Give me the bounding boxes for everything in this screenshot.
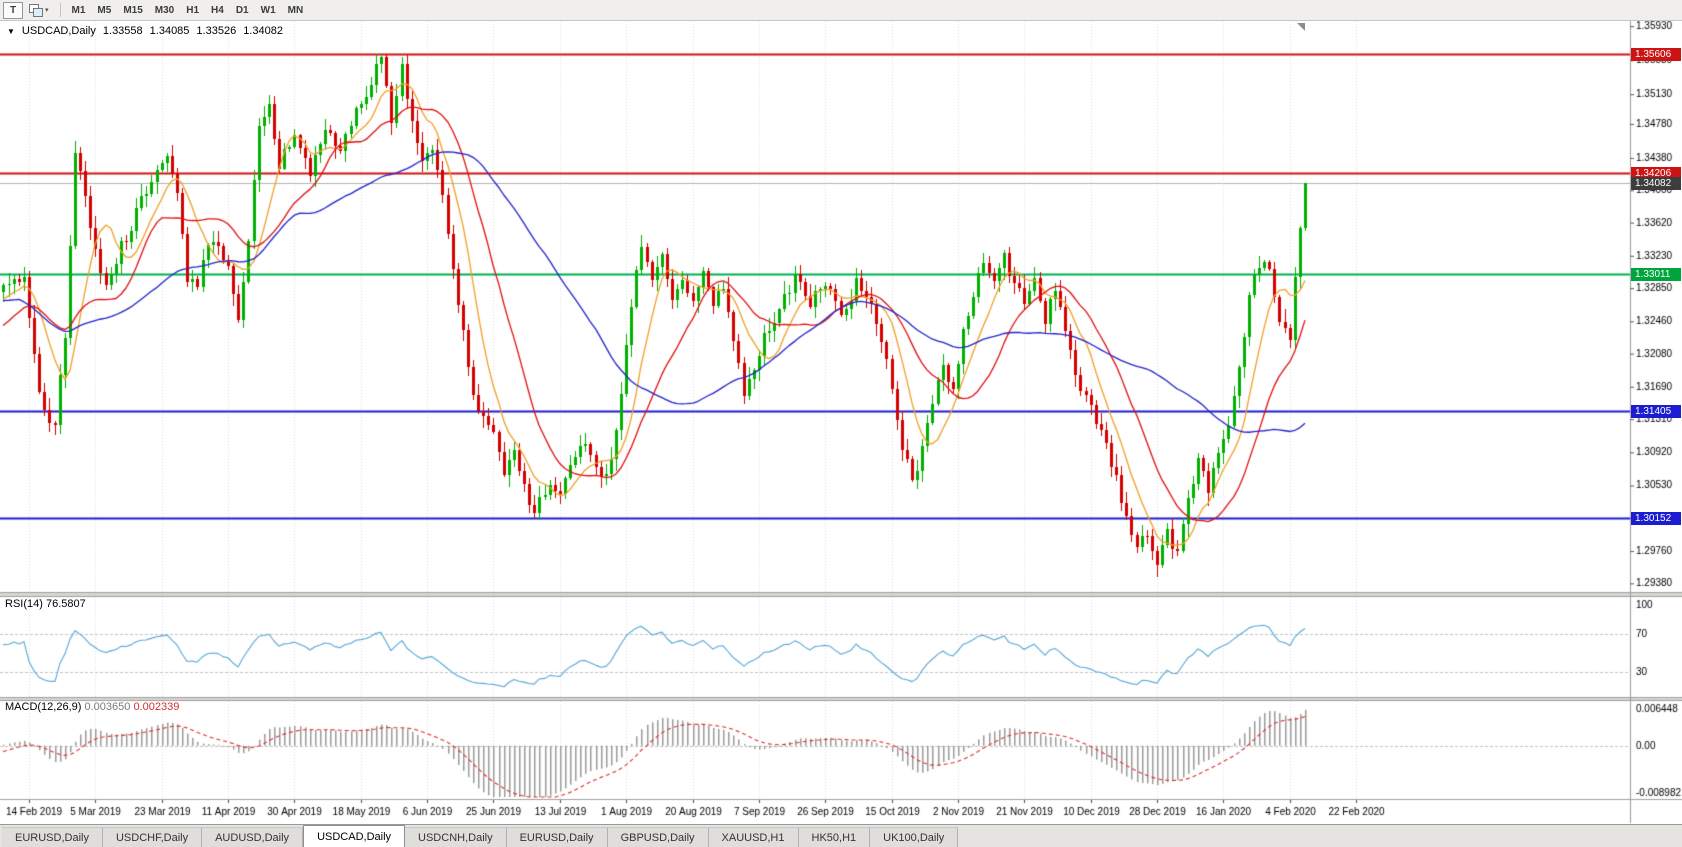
- timeframe-button-d1[interactable]: D1: [230, 2, 255, 19]
- timeframe-buttons: M1 M5 M15 M30 H1 H4 D1 W1 MN: [66, 2, 310, 19]
- toolbar-separator: [59, 3, 61, 17]
- timeframe-button-mn[interactable]: MN: [282, 2, 310, 19]
- chart-tab-eurusd-daily[interactable]: EURUSD,Daily: [506, 827, 608, 847]
- cascade-windows-icon: [29, 4, 43, 17]
- chart-tabs-bar: EURUSD,Daily USDCHF,Daily AUDUSD,Daily USDC…: [0, 824, 1682, 847]
- macd-label: MACD(12,26,9) 0.003650 0.002339: [5, 701, 179, 713]
- chart-tab-xauusd-h1[interactable]: XAUUSD,H1: [708, 827, 799, 847]
- timeframe-button-m1[interactable]: M1: [66, 2, 92, 19]
- chart-template-button[interactable]: T: [3, 1, 23, 19]
- price-badge-current-price: 1.34082: [1631, 177, 1681, 190]
- chart-tab-audusd-daily[interactable]: AUDUSD,Daily: [202, 827, 304, 847]
- chart-tab-usdcad-daily[interactable]: USDCAD,Daily: [303, 825, 406, 847]
- timeframe-button-h4[interactable]: H4: [205, 2, 230, 19]
- quote-low: 1.33526: [196, 25, 237, 37]
- chart-tab-eurusd-daily[interactable]: EURUSD,Daily: [2, 827, 103, 847]
- timeframe-button-m5[interactable]: M5: [91, 2, 117, 19]
- chart-tab-hk50-h1[interactable]: HK50,H1: [798, 827, 871, 847]
- chart-shift-marker[interactable]: [1297, 23, 1305, 31]
- price-badge-resistance: 1.35606: [1631, 48, 1681, 61]
- quote-high: 1.34085: [149, 25, 190, 37]
- chart-tab-gbpusd-daily[interactable]: GBPUSD,Daily: [607, 827, 709, 847]
- chart-menu-triangle-icon: ▼: [7, 26, 15, 36]
- template-icon: T: [9, 4, 17, 16]
- timeframe-button-m15[interactable]: M15: [117, 2, 148, 19]
- window-layout-button[interactable]: ▾: [23, 2, 55, 19]
- macd-name: MACD(12,26,9): [5, 701, 82, 713]
- price-badge-support: 1.31405: [1631, 405, 1681, 418]
- rsi-name: RSI(14): [5, 598, 43, 610]
- price-badge-resistance: 1.34206: [1631, 167, 1681, 180]
- rsi-label: RSI(14) 76.5807: [5, 598, 86, 610]
- chart-tab-uk100-daily[interactable]: UK100,Daily: [870, 827, 959, 847]
- top-toolbar: T ▾ M1 M5 M15 M30 H1 H4 D1 W1 MN: [0, 0, 1682, 21]
- timeframe-button-h1[interactable]: H1: [180, 2, 205, 19]
- chart-tab-usdchf-daily[interactable]: USDCHF,Daily: [102, 827, 203, 847]
- timeframe-button-m30[interactable]: M30: [149, 2, 180, 19]
- chart-title: ▼ USDCAD,Daily 1.33558 1.34085 1.33526 1…: [7, 25, 283, 37]
- chart-tab-usdcnh-daily[interactable]: USDCNH,Daily: [405, 827, 507, 847]
- quote-open: 1.33558: [102, 25, 143, 37]
- quote-close: 1.34082: [243, 25, 283, 37]
- macd-signal-value: 0.002339: [133, 701, 180, 713]
- price-badge-support: 1.33011: [1631, 268, 1681, 281]
- timeframe-button-w1[interactable]: W1: [255, 2, 282, 19]
- macd-main-value: 0.003650: [84, 701, 131, 713]
- chevron-down-icon: ▾: [45, 6, 49, 14]
- rsi-value: 76.5807: [45, 598, 86, 610]
- price-badge-support: 1.30152: [1631, 512, 1681, 525]
- symbol-period-label: USDCAD,Daily: [21, 25, 96, 37]
